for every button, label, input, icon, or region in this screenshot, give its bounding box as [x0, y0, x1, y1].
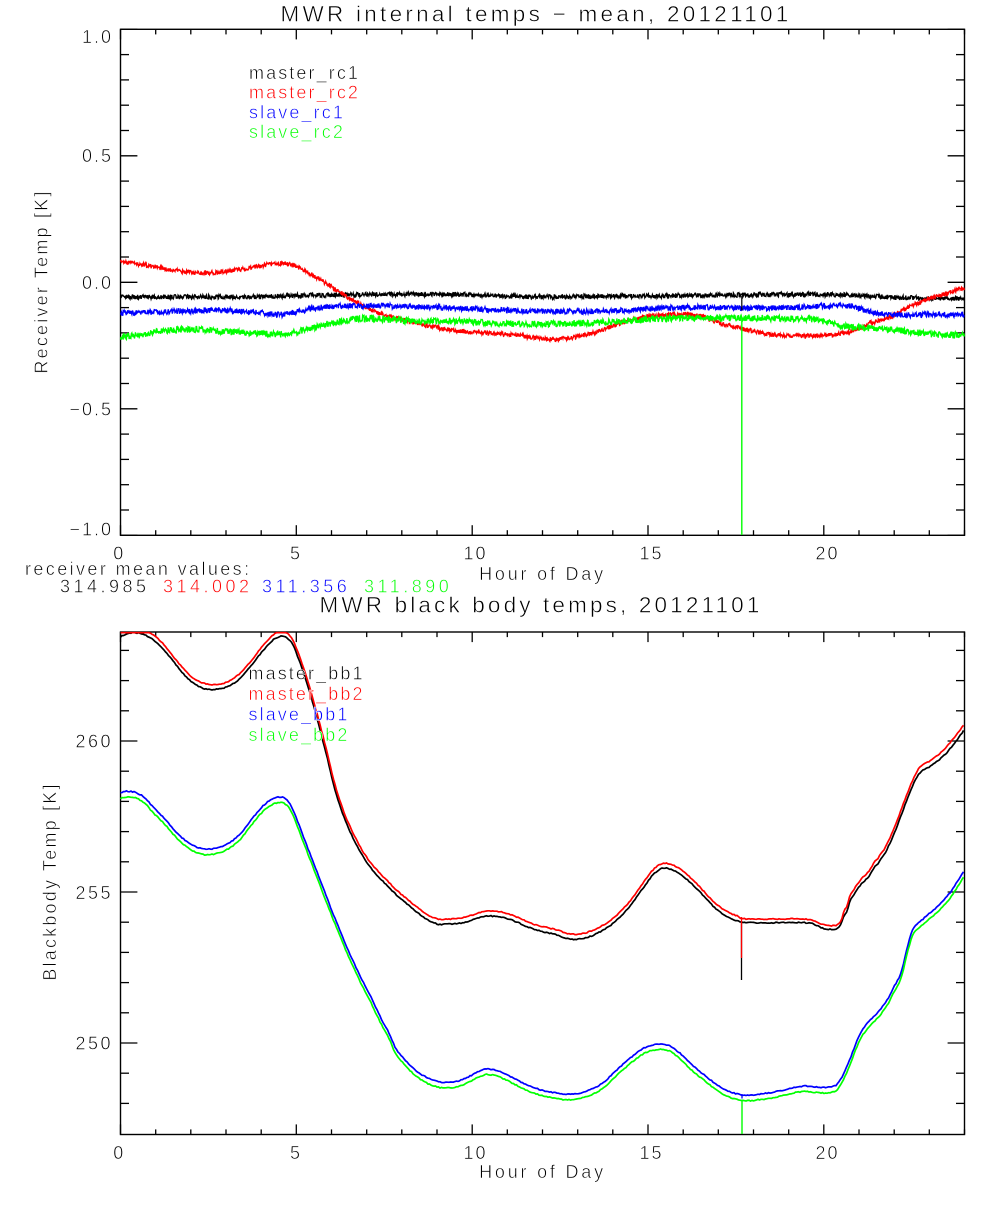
- svg-text:slave_bb1: slave_bb1: [249, 705, 350, 726]
- svg-text:0.5: 0.5: [82, 146, 113, 166]
- svg-text:15: 15: [639, 1143, 663, 1163]
- svg-text:314.002: 314.002: [163, 577, 253, 597]
- svg-text:311.890: 311.890: [364, 577, 452, 597]
- svg-text:20: 20: [815, 544, 839, 564]
- svg-text:0.0: 0.0: [82, 273, 113, 293]
- svg-text:Receiver Temp [K]: Receiver Temp [K]: [32, 189, 52, 373]
- svg-text:receiver mean values:: receiver mean values:: [25, 559, 251, 579]
- svg-text:Hour of Day: Hour of Day: [479, 1162, 606, 1182]
- svg-text:0: 0: [113, 1143, 125, 1163]
- svg-text:slave_rc1: slave_rc1: [249, 102, 345, 123]
- svg-text:5: 5: [290, 1143, 302, 1163]
- svg-text:MWR black body temps, 20121101: MWR black body temps, 20121101: [319, 593, 762, 618]
- svg-text:20: 20: [815, 1143, 839, 1163]
- svg-text:311.356: 311.356: [262, 577, 350, 597]
- svg-text:slave_rc2: slave_rc2: [249, 122, 345, 143]
- svg-text:−1.0: −1.0: [69, 519, 113, 539]
- svg-text:10: 10: [463, 544, 487, 564]
- svg-text:260: 260: [75, 732, 113, 752]
- svg-text:MWR internal temps − mean, 201: MWR internal temps − mean, 20121101: [280, 2, 791, 27]
- svg-text:5: 5: [290, 544, 302, 564]
- svg-text:Hour of Day: Hour of Day: [479, 564, 606, 584]
- svg-text:250: 250: [75, 1034, 113, 1054]
- svg-text:master_bb2: master_bb2: [249, 684, 365, 705]
- svg-text:15: 15: [639, 544, 663, 564]
- svg-text:slave_bb2: slave_bb2: [249, 725, 350, 746]
- svg-text:1.0: 1.0: [82, 27, 113, 47]
- svg-text:0: 0: [113, 544, 125, 564]
- svg-text:Blackbody Temp [K]: Blackbody Temp [K]: [40, 782, 60, 980]
- svg-text:master_rc2: master_rc2: [249, 83, 360, 104]
- svg-text:master_rc1: master_rc1: [249, 63, 360, 84]
- svg-text:314.985: 314.985: [60, 577, 150, 597]
- svg-text:−0.5: −0.5: [69, 399, 113, 419]
- svg-text:10: 10: [463, 1143, 487, 1163]
- svg-text:master_bb1: master_bb1: [249, 664, 365, 685]
- svg-text:255: 255: [75, 883, 113, 903]
